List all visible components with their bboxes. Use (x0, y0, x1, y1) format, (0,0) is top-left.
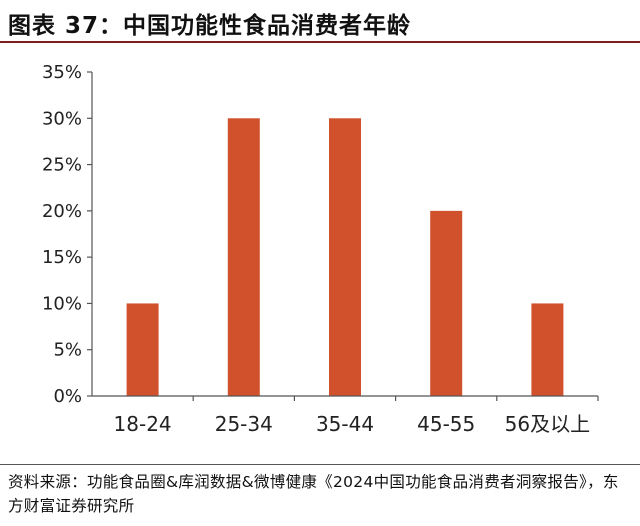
x-tick-label: 45-55 (417, 412, 475, 436)
y-tick-label: 0% (53, 386, 82, 407)
bar-35-44 (329, 118, 361, 397)
x-tick-label: 56及以上 (505, 412, 590, 436)
y-tick-label: 35% (42, 62, 82, 83)
bar-45-55 (430, 210, 463, 396)
x-tick-label: 18-24 (114, 412, 172, 436)
bar-18-24 (126, 303, 159, 396)
title-rule (0, 41, 640, 43)
y-tick-label: 25% (42, 155, 82, 176)
y-tick-label: 30% (42, 108, 82, 129)
y-tick-label: 10% (42, 293, 82, 314)
figure-title: 图表 37：中国功能性食品消费者年龄 (8, 13, 412, 39)
y-tick-label: 15% (42, 247, 82, 268)
y-tick-label: 20% (42, 201, 82, 222)
bar-56及以上 (531, 303, 564, 396)
bar-chart: 0% 5% 10% 15% 20% 25% 30% 35% 18-24 25-34 35-44 45… (42, 62, 599, 436)
bar-25-34 (227, 118, 260, 397)
y-tick-label: 5% (53, 340, 82, 361)
x-tick-label: 25-34 (215, 412, 273, 436)
x-tick-label: 35-44 (316, 412, 374, 436)
source-note: 资料来源：功能食品圈&库润数据&微博健康《2024中国功能食品消费者洞察报告》，… (8, 473, 619, 515)
source-rule (0, 464, 640, 465)
